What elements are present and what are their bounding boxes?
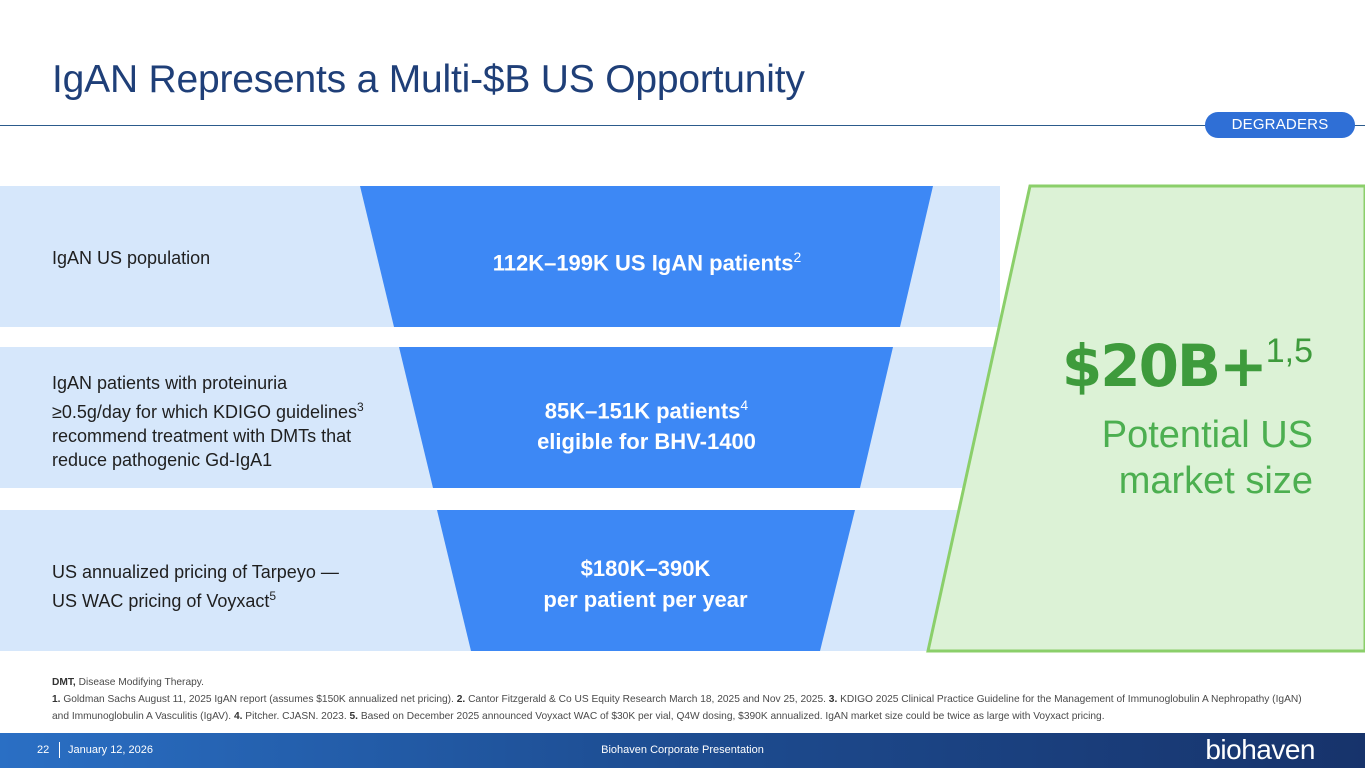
funnel-segment-2	[399, 347, 893, 488]
row-label-pricing: US annualized pricing of Tarpeyo — US WA…	[52, 560, 339, 613]
footnote-num-4: 4.	[233, 711, 243, 722]
funnel-eligible-value: 85K–151K patients	[544, 398, 741, 424]
row-label-proteinuria-line3: recommend treatment with DMTs that	[52, 426, 352, 446]
market-panel	[926, 184, 1365, 653]
biohaven-logo: biohaven	[1205, 734, 1315, 765]
footnote-text-4: Pitcher. CJASN. 2023.	[242, 711, 350, 722]
footnote-text-5: Based on December 2025 announced Voyxact…	[358, 711, 1105, 722]
footer-presentation-title: Biohaven Corporate Presentation	[601, 744, 764, 756]
funnel-population-value: 112K–199K US IgAN patients	[492, 250, 794, 276]
funnel-text-population: 112K–199K US IgAN patients2	[394, 242, 900, 278]
footer-bar: 22 January 12, 2026 Biohaven Corporate P…	[0, 733, 1365, 768]
footnote-num-5: 5.	[349, 711, 359, 722]
row-label-proteinuria-line1: IgAN patients with proteinuria	[52, 373, 288, 393]
footnote-ref-1-5: 1,5	[1265, 332, 1313, 370]
row-label-proteinuria-line2: ≥0.5g/day for which KDIGO guidelines	[52, 402, 358, 422]
row-label-proteinuria-line4: reduce pathogenic Gd-IgA1	[52, 450, 273, 470]
footer-date: January 12, 2026	[68, 744, 154, 756]
funnel-segment-1	[360, 186, 933, 327]
funnel-pricing-value: $180K–390K	[580, 556, 711, 581]
funnel-eligible-desc: eligible for BHV-1400	[537, 429, 756, 455]
funnel-segment-3	[437, 510, 855, 651]
footnote-dmt-abbr: DMT,	[52, 677, 76, 688]
row-label-pricing-line2: US WAC pricing of Voyxact	[52, 591, 270, 611]
slide-title: IgAN Represents a Multi-$B US Opportunit…	[52, 58, 805, 101]
funnel-text-pricing: $180K–390K per patient per year	[471, 553, 820, 615]
row-label-proteinuria: IgAN patients with proteinuria ≥0.5g/day…	[52, 371, 364, 472]
market-size-subtitle: Potential US market size	[1101, 414, 1313, 502]
title-divider	[0, 125, 1365, 126]
funnel-text-eligible: 85K–151K patients4 eligible for BHV-1400	[433, 390, 860, 457]
row-label-pricing-line1: US annualized pricing of Tarpeyo —	[52, 562, 339, 582]
footnote-text-2: Cantor Fitzgerald & Co US Equity Researc…	[465, 694, 829, 705]
footnote-ref-2: 2	[793, 249, 802, 265]
footnote-num-3: 3.	[828, 694, 838, 705]
footnote-dmt-def: Disease Modifying Therapy.	[75, 677, 204, 688]
footer-separator	[59, 742, 60, 758]
funnel-pricing-desc: per patient per year	[543, 587, 748, 612]
footnote-text-3: KDIGO 2025 Clinical Practice Guideline f…	[52, 694, 1302, 722]
row-label-population: IgAN US population	[52, 246, 210, 270]
page-number: 22	[37, 744, 50, 756]
footnote-num-2: 2.	[456, 694, 466, 705]
footnote-num-1: 1.	[52, 694, 61, 705]
row-label-population-text: IgAN US population	[52, 248, 211, 268]
degraders-badge: DEGRADERS	[1205, 112, 1355, 138]
footnote-ref-4: 4	[740, 397, 749, 413]
market-size-value: $20B+1,5	[1062, 332, 1313, 400]
market-size-number: $20B+	[1061, 332, 1268, 400]
footnote-ref-3: 3	[357, 400, 364, 414]
footnote-ref-5: 5	[269, 589, 277, 603]
footnotes: DMT, Disease Modifying Therapy. 1. Goldm…	[52, 674, 1312, 725]
footnote-text-1: Goldman Sachs August 11, 2025 IgAN repor…	[60, 694, 457, 705]
